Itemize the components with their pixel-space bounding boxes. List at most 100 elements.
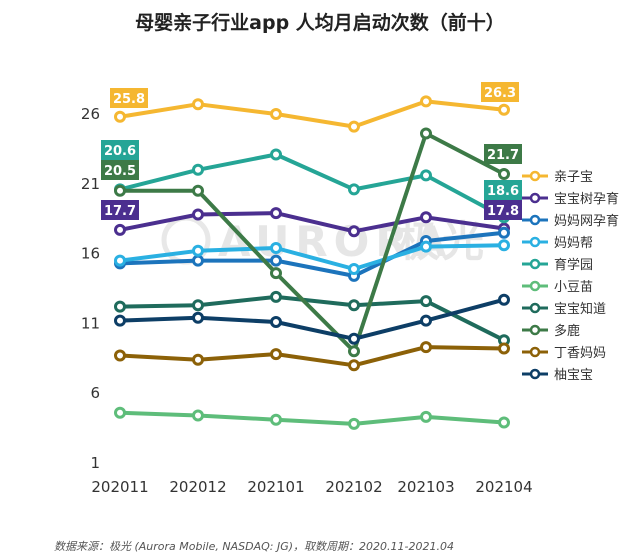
series-lines [114,95,510,430]
series-e5b08fe8b186e88b97 [114,406,510,430]
data-point [192,299,204,312]
data-point [420,127,432,140]
series-e882b2e5ada6e59bad [114,148,510,224]
data-point [270,242,282,254]
x-tick-label: 202104 [475,478,532,496]
data-point [498,239,510,252]
legend-label: 丁香妈妈 [554,346,606,361]
data-label: 20.5 [101,160,139,180]
data-point [498,226,510,239]
source-note: 数据来源：极光 (Aurora Mobile, NASDAQ: JG)，取数周期… [54,540,454,553]
data-label-text: 18.6 [487,184,519,199]
series-e69f9ae5ae9de5ae9d [114,293,510,345]
series-e4b881e9a699e5a688 [114,341,510,372]
data-label: 18.6 [484,180,522,200]
data-point [192,208,204,221]
legend-marker [529,302,541,314]
x-tick-label: 202011 [91,478,148,496]
data-label-box [101,140,139,160]
data-point [348,299,360,312]
x-tick-label: 202101 [247,478,304,496]
legend-marker [529,214,541,226]
legend-marker [529,258,541,270]
data-point [348,183,360,196]
data-point [420,314,432,327]
data-point [348,359,360,372]
data-point [192,184,204,197]
data-label: 20.6 [101,140,139,160]
data-label-text: 17.7 [104,204,136,219]
series-line [118,230,506,278]
y-tick-label: 1 [90,454,100,472]
data-label: 21.7 [484,144,522,164]
data-label-box [101,200,139,220]
data-point [114,349,126,362]
series-line [118,99,506,129]
data-point [348,120,360,133]
legend-item: 柚宝宝 [522,368,593,383]
y-tick-label: 16 [81,245,100,263]
legend-label: 小豆苗 [554,280,593,295]
legend-label: 亲子宝 [554,170,593,185]
data-label-box [110,88,148,108]
legend-item: 妈妈网孕育 [522,213,619,229]
series-line [118,211,506,234]
legend-label: 宝宝树孕育 [554,191,619,207]
series-line [118,294,506,343]
series-e5a49ae9b9bf [114,127,510,358]
legend-label: 妈妈网孕育 [554,213,619,229]
legend-label: 育学园 [554,257,593,273]
data-point [270,207,282,220]
data-label-box [484,180,522,200]
legend-marker [529,280,541,292]
legend-item: 多鹿 [522,323,580,339]
y-tick-label: 11 [81,314,100,332]
data-point [420,240,432,253]
legend-item: 小豆苗 [522,280,593,295]
legend-item: 丁香妈妈 [522,346,606,361]
data-point [114,314,126,327]
legend-marker [529,192,541,204]
data-point [192,353,204,366]
data-point [270,148,282,161]
data-point [420,95,432,108]
data-point [270,108,282,120]
data-point [348,345,360,358]
data-point [498,103,510,116]
series-e5ae9de5ae9de79fa5 [114,290,510,347]
legend-marker [529,346,541,358]
x-tick-label: 202103 [397,478,454,496]
data-point [498,416,510,429]
data-label-text: 20.6 [104,144,136,159]
data-point [348,225,360,238]
series-line [118,345,506,368]
legend-item: 宝宝树孕育 [522,191,619,207]
data-point [498,342,510,355]
y-tick-label: 6 [90,384,100,402]
data-point [420,295,432,308]
x-tick-label: 202102 [325,478,382,496]
series-line [118,410,506,426]
legend-item: 育学园 [522,257,593,273]
legend-label: 柚宝宝 [554,368,593,383]
legend-marker [529,170,541,182]
data-point [348,332,360,345]
series-line [118,131,506,354]
legend-marker [529,236,541,248]
legend-marker [529,324,541,336]
data-point [192,98,204,111]
data-point [420,410,432,423]
data-point [348,417,360,430]
legend-label: 多鹿 [554,323,580,339]
data-label-box [484,200,522,220]
data-label: 26.3 [481,82,519,102]
data-label-text: 20.5 [104,164,136,179]
legend-item: 宝宝知道 [522,301,606,317]
data-point [192,254,204,267]
data-point [270,348,282,361]
data-point [270,254,282,267]
data-point [114,223,126,236]
data-point [114,406,126,419]
